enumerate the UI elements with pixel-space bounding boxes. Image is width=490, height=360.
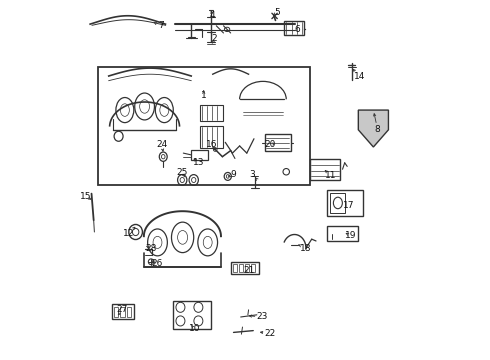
Text: 6: 6 [294,25,300,34]
Text: 4: 4 [210,11,216,20]
Bar [98,67,310,185]
Bar [126,307,131,317]
Bar [265,134,291,151]
Text: 8: 8 [375,125,381,134]
Text: 14: 14 [354,72,366,81]
Text: 7: 7 [158,21,164,30]
Text: 16: 16 [206,140,218,149]
Text: 10: 10 [189,324,200,333]
Text: 1: 1 [201,91,207,100]
Text: 18: 18 [300,244,312,253]
Text: 5: 5 [274,8,280,17]
Bar [285,21,304,35]
Bar [327,226,358,241]
Bar [172,301,211,329]
Text: 13: 13 [193,158,204,167]
Bar [239,264,243,272]
Bar [251,264,255,272]
Text: 22: 22 [265,329,276,338]
Text: 28: 28 [146,244,157,253]
Text: 20: 20 [265,140,276,149]
Bar [114,307,118,317]
Bar [191,149,208,160]
Bar [231,262,259,274]
Bar [112,304,134,319]
Text: 11: 11 [325,171,337,180]
Bar [245,264,249,272]
Text: 3: 3 [249,170,255,179]
Text: 27: 27 [117,305,128,314]
Text: 26: 26 [151,259,163,268]
Text: 9: 9 [231,170,236,179]
Bar [120,307,124,317]
Bar [233,264,237,272]
Text: 24: 24 [156,140,168,149]
Bar [200,126,223,148]
Bar [310,159,340,180]
Text: 15: 15 [80,192,91,201]
Text: 25: 25 [176,168,188,177]
Bar [330,193,345,213]
Text: 19: 19 [345,231,357,240]
Polygon shape [358,110,389,147]
Text: 23: 23 [257,312,268,321]
Bar [327,190,363,216]
Text: 21: 21 [243,266,254,275]
Bar [200,105,223,121]
Text: 17: 17 [343,201,355,210]
Text: 2: 2 [212,34,218,43]
Text: 12: 12 [123,229,134,238]
